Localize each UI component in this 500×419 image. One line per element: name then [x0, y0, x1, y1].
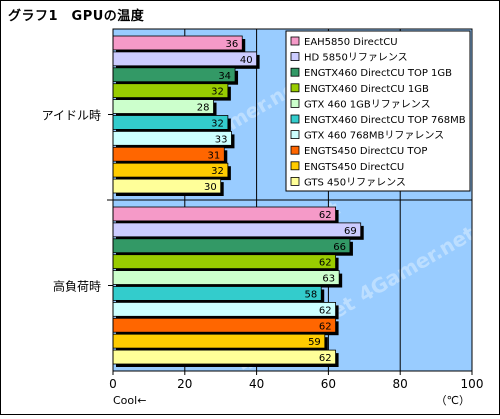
- data-label: 33: [215, 134, 228, 145]
- group-label: アイドル時: [42, 109, 101, 123]
- bar: [112, 349, 336, 365]
- data-label: 30: [204, 182, 217, 193]
- bar: [112, 130, 232, 146]
- legend-label: HD 5850リファレンス: [304, 53, 408, 64]
- x-tick-label: 20: [177, 377, 192, 391]
- chart-title: グラフ1 GPUの温度: [8, 9, 145, 24]
- legend-box: [285, 30, 471, 192]
- legend-swatch: [290, 36, 300, 46]
- data-label: 58: [304, 289, 317, 300]
- data-label: 62: [319, 321, 332, 332]
- data-label: 34: [218, 71, 231, 82]
- legend-label: ENGTS450 DirectCU TOP: [304, 146, 427, 157]
- data-label: 28: [197, 103, 210, 114]
- legend-swatch: [290, 52, 300, 61]
- legend-swatch: [290, 114, 300, 124]
- legend-swatch: [290, 83, 300, 93]
- x-tick-label: 80: [393, 377, 408, 391]
- bar: [112, 206, 336, 222]
- x-unit-label: （℃）: [436, 394, 470, 407]
- legend-swatch: [290, 161, 300, 171]
- legend-label: EAH5850 DirectCU: [304, 37, 398, 48]
- data-label: 69: [344, 226, 357, 237]
- legend-swatch: [290, 99, 300, 108]
- bar: [112, 222, 362, 238]
- data-label: 32: [211, 118, 224, 129]
- legend-label: ENGTS450 DirectCU: [304, 162, 404, 173]
- legend-label: ENGTX460 DirectCU 1GB: [304, 84, 429, 95]
- x-tick-label: 100: [461, 377, 484, 391]
- data-label: 62: [319, 210, 332, 221]
- bar: [112, 301, 336, 317]
- x-tick-label: 60: [321, 377, 336, 391]
- data-label: 62: [319, 305, 332, 316]
- legend-swatch: [290, 67, 300, 77]
- bar: [112, 238, 351, 254]
- legend-swatch: [290, 176, 300, 186]
- legend-label: ENGTX460 DirectCU TOP 768MB: [304, 115, 466, 126]
- x-tick-label: 0: [109, 377, 117, 391]
- x-tick-label: 40: [249, 377, 264, 391]
- bar: [112, 51, 258, 67]
- bar: [112, 333, 326, 349]
- data-label: 40: [240, 55, 253, 66]
- data-label: 66: [333, 242, 346, 253]
- data-label: 63: [322, 274, 335, 285]
- legend-label: ENGTX460 DirectCU TOP 1GB: [304, 68, 452, 79]
- x-hint-label: Cool←: [113, 394, 146, 407]
- legend-label: GTX 460 1GBリファレンス: [304, 99, 431, 110]
- legend-swatch: [290, 130, 300, 140]
- bar: [112, 270, 340, 285]
- data-label: 32: [211, 87, 224, 98]
- plot-frame: [112, 28, 473, 372]
- bar: [112, 67, 236, 83]
- legend-label: GTX 460 768MBリファレンス: [304, 131, 444, 142]
- group-label: 高負荷時: [53, 279, 101, 294]
- legend-label: GTS 450リファレンス: [304, 177, 406, 188]
- legend-swatch: [290, 145, 300, 155]
- bar: [112, 35, 243, 51]
- data-label: 36: [226, 39, 239, 50]
- data-label: 32: [211, 166, 224, 177]
- data-label: 59: [308, 337, 321, 348]
- bar: [112, 317, 336, 333]
- bar: [112, 254, 336, 269]
- bar: [112, 286, 322, 301]
- data-label: 62: [319, 353, 332, 364]
- data-label: 62: [319, 258, 332, 269]
- data-label: 31: [208, 150, 221, 161]
